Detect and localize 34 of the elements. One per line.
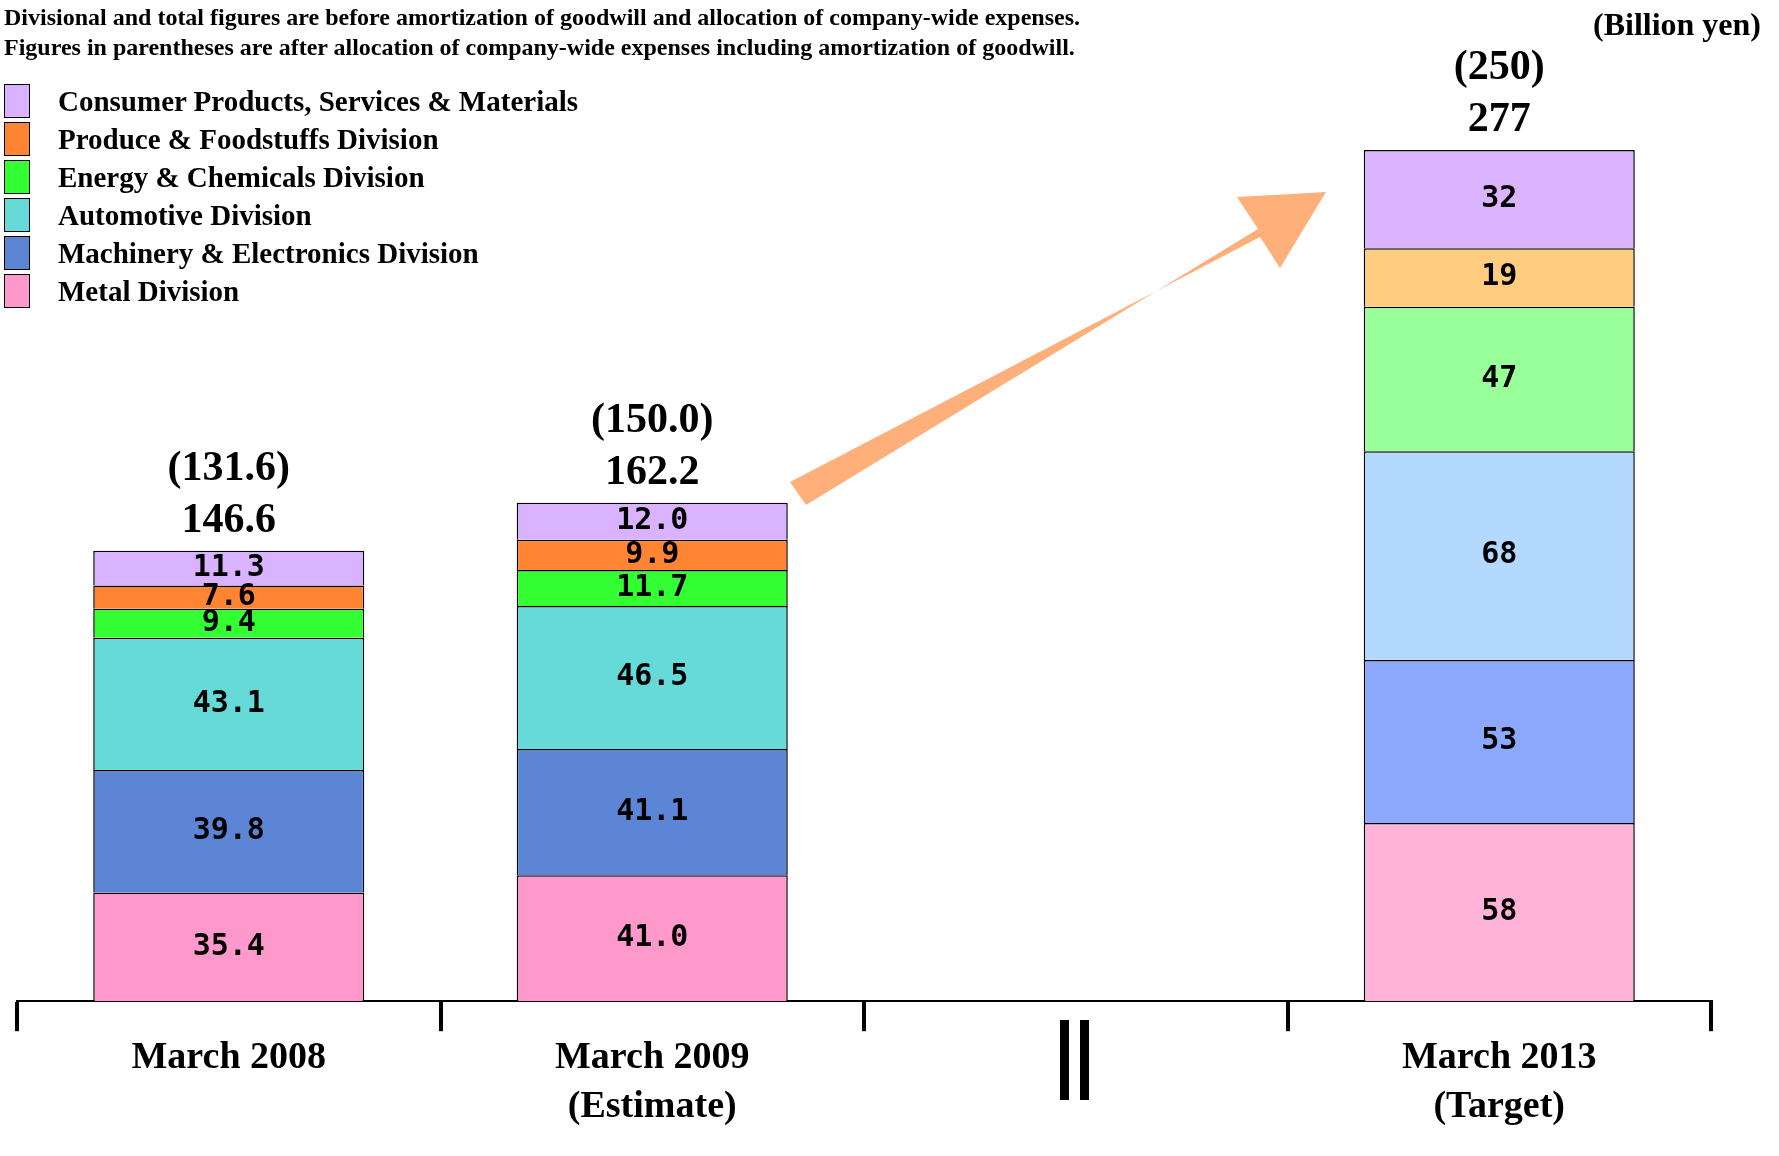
data-label: 11.3 (192, 547, 265, 583)
data-label: 47 (1481, 358, 1518, 394)
data-label: 9.9 (625, 534, 680, 570)
data-label: 12.0 (616, 501, 689, 537)
data-label: 41.1 (616, 791, 689, 827)
data-label: 53 (1481, 721, 1518, 757)
data-label: 43.1 (192, 683, 265, 719)
x-tick-label: March 2009 (Estimate) (554, 1033, 750, 1127)
legend-label: Consumer Products, Services & Materials (58, 84, 579, 118)
data-label: 19 (1481, 257, 1518, 293)
x-tick-label: March 2008 (131, 1033, 327, 1076)
data-label: 32 (1481, 178, 1518, 214)
data-label: 68 (1481, 535, 1518, 571)
annotation: (131.6) (167, 442, 290, 490)
y-axis-title: (Billion yen) (1592, 6, 1761, 43)
data-label: 46.5 (616, 657, 689, 693)
total-label: 146.6 (181, 494, 276, 541)
data-label: 39.8 (192, 811, 265, 847)
legend-label: Machinery & Electronics Division (58, 236, 479, 270)
annotation: (250) (1453, 41, 1545, 89)
data-label: 58 (1481, 891, 1518, 927)
x-tick-label: March 2013 (Target) (1401, 1033, 1597, 1127)
legend-label: Automotive Division (58, 198, 312, 232)
text: Figures in parentheses are after allocation of company-wide expenses including amortization of goodwill. (4, 33, 1076, 62)
annotation: (150.0) (591, 394, 714, 442)
total-label: 162.2 (605, 446, 700, 493)
data-label: 11.7 (616, 567, 689, 603)
data-label: 35.4 (192, 926, 265, 962)
legend-label: Produce & Foodstuffs Division (58, 122, 439, 156)
legend-label: Metal Division (58, 274, 240, 308)
total-label: 277 (1467, 93, 1531, 140)
data-label: 41.0 (616, 918, 689, 953)
legend-label: Energy & Chemicals Division (58, 160, 425, 194)
text: Divisional and total figures are before amortization of goodwill and allocation of company-wide expenses. (4, 3, 1080, 32)
